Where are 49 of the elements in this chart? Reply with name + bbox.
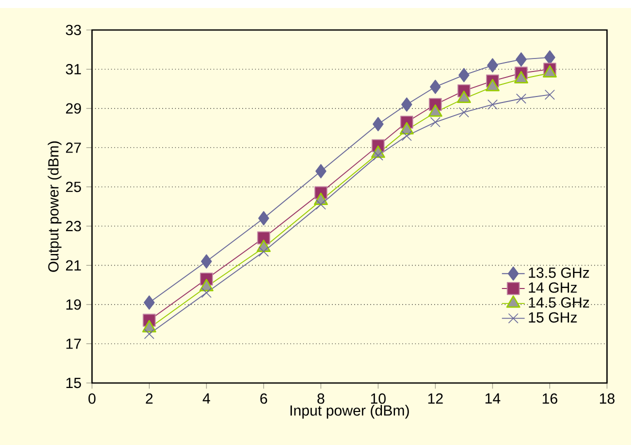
point [315, 164, 326, 178]
y-axis-title: Output power (dBm) [48, 141, 62, 272]
y-tick-label: 23 [66, 220, 81, 232]
legend-label: 13.5 GHz [528, 267, 590, 278]
x-tick-label: 14 [486, 393, 500, 404]
point [258, 246, 269, 257]
y-tick-label: 29 [66, 103, 81, 114]
y-tick-label: 19 [66, 299, 81, 310]
x-tick-label: 2 [146, 393, 153, 404]
point [487, 58, 498, 72]
legend-label: 14 GHz [528, 282, 577, 293]
point [144, 295, 155, 310]
point [372, 116, 384, 132]
y-tick-label: 31 [66, 64, 81, 74]
x-tick-label: 10 [371, 393, 386, 404]
point [430, 80, 441, 94]
y-tick-label: 17 [66, 338, 81, 349]
legend-label: 15 GHz [528, 312, 577, 323]
point [458, 107, 470, 118]
point [516, 94, 526, 104]
point [544, 90, 555, 100]
point [458, 68, 470, 82]
x-tick-label: 4 [202, 393, 210, 404]
y-tick-label: 15 [66, 378, 81, 388]
x-tick-label: 18 [600, 393, 615, 404]
legend-label: 14.5 GHz [528, 297, 590, 308]
point [430, 117, 440, 128]
point [402, 130, 412, 142]
point [516, 52, 527, 67]
point [373, 150, 384, 161]
x-axis-title: Input power (dBm) [290, 404, 409, 419]
y-tick-label: 21 [66, 260, 81, 270]
point [401, 97, 412, 112]
point [487, 99, 498, 110]
x-tick-label: 0 [88, 393, 96, 404]
point [316, 199, 326, 210]
x-tick-label: 6 [260, 393, 268, 404]
x-tick-label: 16 [542, 393, 558, 404]
point [201, 288, 212, 298]
point [258, 211, 270, 226]
x-tick-label: 8 [317, 393, 324, 404]
x-tick-label: 12 [428, 393, 443, 404]
y-tick-label: 27 [66, 142, 81, 153]
point [544, 50, 556, 65]
point [200, 254, 212, 269]
point [144, 328, 154, 340]
y-tick-label: 33 [66, 24, 81, 36]
point [257, 231, 270, 244]
y-tick-label: 25 [66, 182, 81, 192]
